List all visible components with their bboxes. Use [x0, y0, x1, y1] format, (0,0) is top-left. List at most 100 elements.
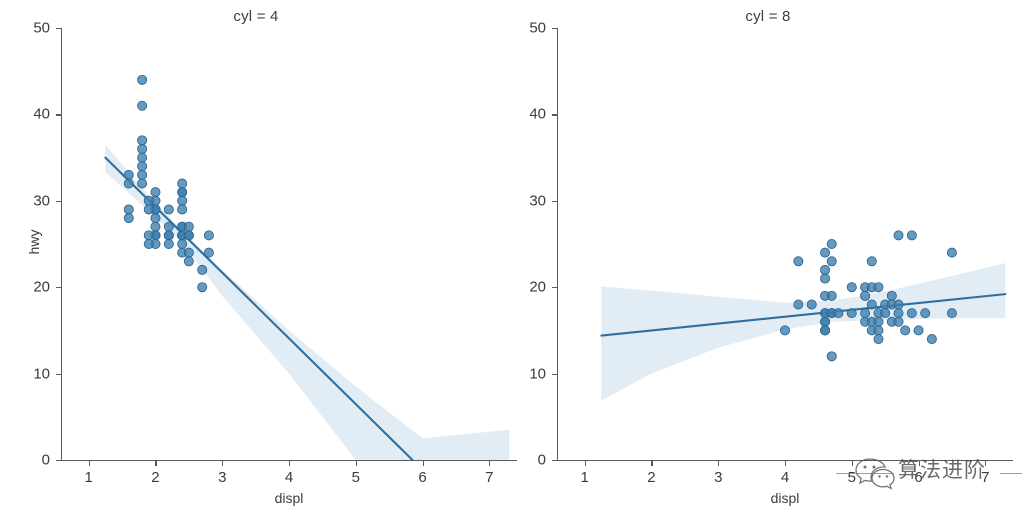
- x-tick-label: 4: [780, 469, 790, 486]
- scatter-point: [946, 247, 957, 258]
- scatter-point: [197, 264, 208, 275]
- x-tick: [785, 461, 787, 466]
- y-tick-label: 0: [537, 451, 546, 469]
- y-tick-label: 0: [41, 451, 50, 469]
- scatter-point: [906, 308, 917, 319]
- x-tick: [422, 461, 424, 466]
- x-axis-spine: [557, 460, 1013, 462]
- scatter-point: [893, 308, 904, 319]
- plot-area-left: 0 10 20 30 40 50 1 2 3 4 5 6 7 displ hwy: [26, 20, 517, 506]
- scatter-point: [866, 256, 877, 267]
- y-tick: [552, 460, 557, 462]
- scatter-point: [866, 299, 877, 310]
- x-tick-label: 1: [580, 469, 589, 486]
- confidence-band: [105, 144, 510, 460]
- x-axis-title: displ: [274, 490, 304, 506]
- scatter-point: [873, 282, 884, 293]
- scatter-point: [873, 334, 884, 345]
- scatter-point: [820, 316, 831, 327]
- scatter-point: [163, 230, 174, 241]
- y-tick: [56, 200, 61, 202]
- scatter-point: [143, 195, 154, 206]
- y-tick: [56, 460, 61, 462]
- scatter-point: [820, 264, 831, 275]
- scatter-point: [137, 169, 148, 180]
- y-axis-title: hwy: [26, 229, 42, 255]
- x-axis-title: displ: [770, 490, 800, 506]
- scatter-point: [820, 273, 831, 284]
- scatter-point: [806, 299, 817, 310]
- scatter-point: [893, 316, 904, 327]
- facet-panel-cyl-4: cyl = 4 0 10 20 30 40 50 1 2 3 4 5 6 7 displ hwy: [26, 8, 517, 506]
- x-tick-label: 3: [714, 469, 723, 486]
- y-tick-label: 50: [33, 19, 50, 37]
- scatter-point: [137, 74, 148, 85]
- scatter-point: [820, 247, 831, 258]
- y-tick-label: 30: [33, 192, 50, 210]
- facet-title-right: cyl = 8: [745, 8, 791, 25]
- y-axis-spine: [557, 28, 559, 460]
- x-tick-label: 3: [218, 469, 227, 486]
- y-tick-label: 30: [529, 192, 546, 210]
- facet-panel-cyl-8: cyl = 8 0 10 20 30 40 50 1 2 3 4 5 6 7 displ: [512, 0, 1024, 512]
- scatter-point: [143, 238, 154, 249]
- scatter-point: [926, 334, 937, 345]
- x-tick-label: 6: [914, 469, 923, 486]
- scatter-point: [946, 308, 957, 319]
- scatter-point: [183, 247, 194, 258]
- y-tick: [552, 373, 557, 375]
- scatter-point: [163, 238, 174, 249]
- scatter-point: [793, 299, 804, 310]
- scatter-point: [163, 204, 174, 215]
- scatter-point: [183, 230, 194, 241]
- scatter-point: [177, 204, 188, 215]
- scatter-point: [893, 230, 904, 241]
- y-tick: [552, 28, 557, 30]
- scatter-point: [826, 290, 837, 301]
- x-tick-label: 2: [151, 469, 160, 486]
- scatter-point: [793, 256, 804, 267]
- regression-line: [600, 293, 1007, 337]
- scatter-point: [150, 213, 161, 224]
- scatter-point: [163, 221, 174, 232]
- x-tick-label: 4: [284, 469, 294, 486]
- y-tick: [552, 287, 557, 289]
- scatter-point: [137, 143, 148, 154]
- y-tick: [56, 373, 61, 375]
- x-tick: [289, 461, 291, 466]
- plot-area-right: 0 10 20 30 40 50 1 2 3 4 5 6 7 displ: [529, 20, 1013, 506]
- scatter-point: [906, 230, 917, 241]
- scatter-point: [826, 351, 837, 362]
- scatter-point: [123, 204, 134, 215]
- scatter-point: [873, 316, 884, 327]
- scatter-point: [920, 308, 931, 319]
- scatter-point: [846, 282, 857, 293]
- y-tick: [56, 287, 61, 289]
- y-tick-label: 50: [529, 19, 546, 37]
- scatter-point: [177, 195, 188, 206]
- scatter-point: [137, 161, 148, 172]
- scatter-point: [846, 308, 857, 319]
- x-tick: [651, 461, 653, 466]
- scatter-point: [779, 325, 790, 336]
- scatter-point: [203, 247, 214, 258]
- scatter-point: [203, 230, 214, 241]
- x-tick-label: 7: [485, 469, 494, 486]
- y-axis-spine: [61, 28, 63, 460]
- scatter-point: [860, 290, 871, 301]
- x-tick-label: 7: [981, 469, 990, 486]
- x-tick: [489, 461, 491, 466]
- facet-title-left: cyl = 4: [233, 8, 279, 25]
- x-tick-label: 2: [647, 469, 656, 486]
- scatter-points: [779, 230, 957, 362]
- x-tick: [851, 461, 853, 466]
- scatter-point: [820, 325, 831, 336]
- x-tick: [718, 461, 720, 466]
- y-tick-label: 20: [529, 278, 546, 296]
- scatter-point: [150, 187, 161, 198]
- x-tick-label: 6: [418, 469, 427, 486]
- scatter-point: [123, 178, 134, 189]
- scatter-point: [143, 230, 154, 241]
- x-axis-spine: [61, 460, 517, 462]
